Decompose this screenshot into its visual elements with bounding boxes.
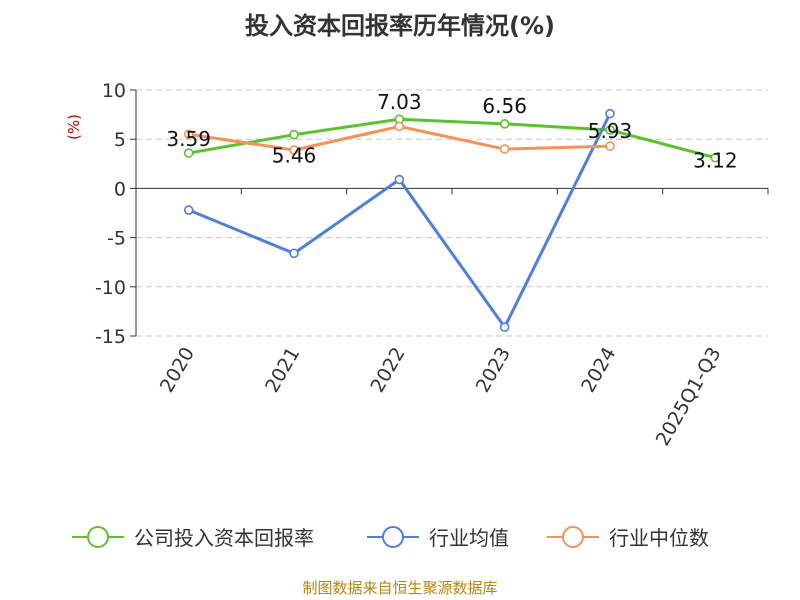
- data-point: [394, 121, 405, 132]
- legend: 公司投入资本回报率 行业均值 行业中位数: [72, 526, 709, 550]
- data-point: [710, 152, 721, 163]
- grid: [136, 89, 768, 337]
- legend-label: 公司投入资本回报率: [134, 526, 314, 550]
- data-point: [289, 129, 299, 140]
- y-tick-labels: 10 5 0 -5 -10 -15: [95, 80, 126, 348]
- legend-swatch-marker: [87, 526, 109, 548]
- axes: [130, 89, 769, 337]
- data-label: 5.93: [588, 119, 633, 143]
- x-tick-label: 2023: [472, 343, 515, 396]
- data-point: [183, 129, 194, 140]
- data-point: [289, 248, 299, 259]
- y-tick-label: 5: [114, 129, 126, 151]
- source-note: 制图数据来自恒生聚源数据库: [302, 579, 497, 597]
- data-point: [394, 174, 405, 185]
- data-point: [605, 108, 615, 119]
- legend-swatch-marker: [382, 526, 404, 548]
- y-axis-unit: (%): [65, 114, 83, 140]
- x-tick-label: 2025Q1-Q3: [652, 344, 726, 450]
- data-label: 6.56: [482, 94, 527, 118]
- series: [183, 108, 721, 332]
- data-label: 3.12: [693, 149, 738, 173]
- data-point: [605, 125, 615, 135]
- x-tick-label: 2020: [156, 344, 199, 397]
- chart-title: 投入资本回报率历年情况(%): [245, 12, 555, 40]
- y-tick-label: -5: [107, 228, 126, 250]
- data-point: [499, 119, 510, 129]
- data-label: 7.03: [377, 90, 422, 114]
- data-point: [183, 205, 194, 215]
- y-tick-label: -15: [95, 326, 126, 348]
- series-line-0: [188, 117, 716, 160]
- data-label: 3.59: [166, 127, 211, 151]
- data-point: [183, 148, 194, 158]
- data-label: 5.46: [272, 144, 317, 168]
- legend-label: 行业均值: [429, 526, 509, 550]
- y-tick-label: 10: [102, 80, 126, 102]
- x-tick-label: 2024: [577, 344, 620, 397]
- y-tick-label: 0: [114, 178, 126, 200]
- x-tick-label: 2021: [261, 344, 304, 397]
- data-point: [499, 322, 510, 332]
- data-point: [499, 144, 510, 154]
- x-tick-labels: 2020 2021 2022 2023 2024 2025Q1-Q3: [156, 343, 726, 449]
- x-tick-label: 2022: [366, 344, 409, 397]
- legend-swatch-marker: [562, 526, 584, 548]
- series-line-1: [188, 112, 612, 329]
- y-tick-label: -10: [95, 277, 126, 299]
- data-labels: 3.59 5.46 7.03 6.56 5.93 3.12: [166, 90, 737, 172]
- data-point: [289, 145, 299, 155]
- data-point: [605, 141, 615, 151]
- legend-label: 行业中位数: [609, 526, 709, 550]
